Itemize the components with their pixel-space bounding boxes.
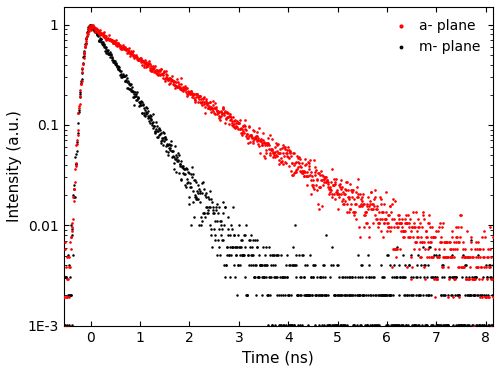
m- plane	[61, 323, 67, 327]
a- plane	[220, 105, 226, 110]
m- plane	[490, 323, 496, 327]
Y-axis label: Intensity (a.u.): Intensity (a.u.)	[7, 110, 22, 222]
a- plane	[224, 110, 230, 114]
m- plane	[242, 275, 248, 280]
m- plane	[103, 45, 109, 49]
a- plane	[324, 178, 330, 183]
a- plane	[88, 22, 94, 27]
m- plane	[104, 48, 110, 52]
a- plane	[62, 325, 68, 329]
m- plane	[258, 263, 264, 267]
Line: m- plane: m- plane	[62, 23, 494, 326]
m- plane	[154, 129, 160, 134]
Legend: a- plane, m- plane: a- plane, m- plane	[382, 14, 486, 60]
X-axis label: Time (ns): Time (ns)	[242, 350, 314, 365]
Line: a- plane: a- plane	[62, 23, 494, 328]
a- plane	[61, 295, 67, 299]
a- plane	[80, 61, 86, 66]
m- plane	[463, 275, 469, 280]
a- plane	[304, 170, 310, 174]
m- plane	[87, 22, 93, 27]
a- plane	[368, 207, 374, 211]
a- plane	[490, 295, 496, 299]
